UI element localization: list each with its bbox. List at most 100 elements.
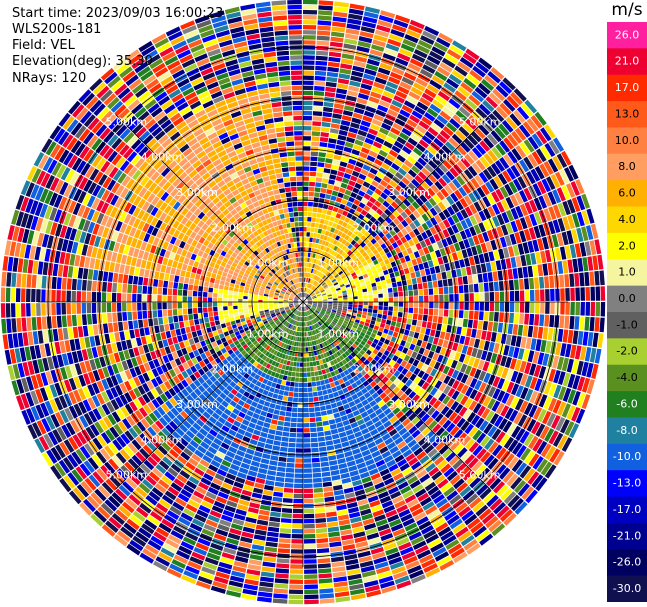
radar-bin — [332, 566, 346, 573]
radar-bin — [438, 392, 447, 402]
radar-bin — [224, 420, 233, 429]
radar-bin — [256, 519, 269, 526]
radar-bin — [328, 304, 333, 307]
radar-bin — [377, 341, 384, 347]
radar-bin — [101, 481, 114, 495]
radar-bin — [126, 518, 140, 531]
radar-bin — [135, 531, 149, 543]
radar-bin — [409, 373, 417, 382]
radar-bin — [287, 355, 292, 361]
radar-bin — [87, 371, 96, 384]
radar-bin — [212, 538, 225, 547]
radar-bin — [305, 252, 308, 257]
radar-bin — [246, 362, 253, 369]
radar-bin — [404, 494, 417, 504]
radar-bin — [421, 558, 436, 569]
radar-bin — [473, 201, 482, 212]
radar-bin — [402, 347, 409, 354]
radar-bin — [320, 281, 325, 285]
radar-bin — [240, 317, 246, 323]
radar-bin — [343, 146, 353, 153]
radar-bin — [388, 428, 398, 437]
radar-bin — [251, 346, 257, 352]
radar-bin — [297, 336, 300, 342]
radar-bin — [505, 334, 512, 346]
radar-bin — [363, 352, 370, 359]
radar-bin — [322, 305, 328, 307]
radar-bin — [416, 469, 428, 479]
radar-bin — [106, 401, 115, 413]
radar-bin — [298, 321, 300, 327]
radar-bin — [432, 242, 439, 251]
radar-bin — [441, 57, 456, 69]
radar-bin — [265, 351, 270, 357]
radar-bin — [310, 336, 314, 341]
radar-bin — [270, 511, 281, 518]
radar-bin — [365, 280, 371, 285]
radar-bin — [383, 140, 393, 149]
radar-bin — [328, 419, 336, 425]
radar-bin — [94, 421, 104, 434]
radar-bin — [418, 39, 433, 50]
radar-bin — [209, 348, 216, 355]
radar-bin — [509, 302, 515, 313]
radar-bin — [256, 403, 264, 410]
radar-bin — [546, 235, 554, 249]
radar-bin — [316, 328, 321, 333]
radar-bin — [382, 200, 390, 208]
radar-bin — [275, 568, 289, 574]
radar-bin — [453, 309, 459, 318]
radar-bin — [412, 147, 423, 157]
radar-bin — [359, 471, 370, 479]
radar-bin — [159, 383, 168, 393]
radar-bin — [311, 314, 315, 319]
radar-bin — [312, 296, 317, 299]
radar-bin — [208, 416, 217, 424]
radar-bin — [491, 523, 506, 537]
radar-bin — [468, 356, 476, 367]
radar-bin — [315, 317, 320, 321]
radar-bin — [319, 261, 324, 266]
radar-bin — [265, 480, 275, 486]
radar-bin — [220, 337, 227, 343]
radar-bin — [368, 54, 382, 62]
radar-bin — [437, 280, 443, 288]
radar-bin — [304, 312, 306, 317]
radar-bin — [530, 302, 535, 314]
radar-bin — [446, 422, 456, 433]
radar-bin — [203, 473, 214, 482]
radar-bin — [284, 477, 294, 483]
radar-bin — [530, 338, 537, 351]
radar-bin — [336, 139, 346, 146]
radar-bin — [202, 365, 209, 373]
radar-bin — [505, 196, 515, 209]
radar-bin — [274, 583, 289, 589]
radar-bin — [307, 283, 310, 288]
radar-bin — [246, 332, 253, 338]
radar-bin — [406, 119, 418, 128]
radar-bin — [310, 285, 314, 290]
radar-bin — [372, 404, 380, 412]
radar-bin — [230, 320, 236, 326]
radar-bin — [387, 267, 394, 274]
radar-bin — [536, 440, 548, 455]
radar-bin — [330, 312, 336, 316]
radar-bin — [320, 289, 325, 293]
radar-bin — [395, 259, 402, 266]
radar-bin — [413, 264, 420, 272]
radar-bin — [206, 407, 214, 416]
radar-bin — [426, 274, 432, 282]
radar-bin — [263, 320, 268, 325]
radar-bin — [305, 282, 307, 288]
radar-bin — [468, 192, 477, 203]
radar-bin — [338, 431, 347, 438]
radar-bin — [479, 302, 484, 311]
radar-bin — [335, 314, 340, 318]
radar-bin — [323, 329, 328, 334]
radar-bin — [242, 588, 258, 596]
radar-bin — [390, 347, 397, 355]
radar-bin — [375, 321, 381, 327]
radar-bin — [435, 249, 442, 258]
radar-bin — [321, 282, 326, 286]
radar-bin — [408, 91, 421, 101]
